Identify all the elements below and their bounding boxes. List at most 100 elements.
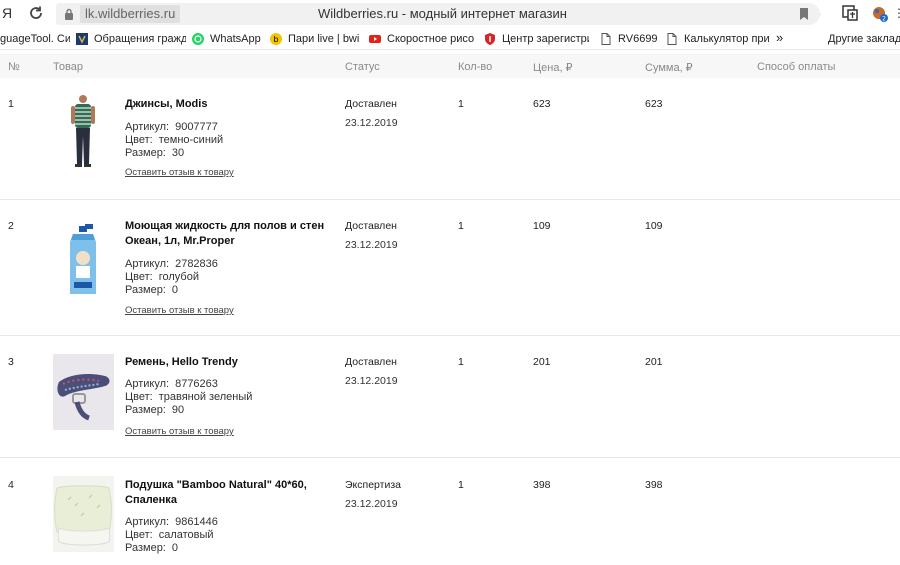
article-label: Артикул:: [125, 378, 170, 390]
order-date: 23.12.2019: [345, 239, 398, 251]
page-icon: [667, 33, 677, 45]
order-date: 23.12.2019: [345, 117, 398, 129]
bookmark-label: WhatsApp: [210, 33, 261, 45]
article-value: 8776263: [175, 378, 218, 390]
bookmark-label: Другие закладк: [828, 33, 900, 45]
menu-more-icon[interactable]: ⋮: [893, 6, 900, 20]
yandex-button[interactable]: Я: [2, 5, 13, 21]
header-num: №: [8, 61, 20, 73]
row-num: 4: [8, 479, 14, 491]
leave-review-link[interactable]: Оставить отзыв к товару: [125, 305, 234, 316]
product-name[interactable]: Ремень, Hello Trendy: [125, 356, 238, 368]
table-row: 2 Моющая жидкость для полов и стен Океан…: [0, 200, 900, 336]
bookmark-label: Калькулятор приб: [684, 33, 770, 45]
product-article: Артикул: 9007777: [125, 121, 218, 134]
product-image-jeans[interactable]: [53, 93, 114, 171]
bookmark-label: Центр зарегистри: [502, 33, 589, 45]
size-label: Размер:: [125, 147, 166, 159]
order-price: 109: [533, 220, 551, 232]
order-date: 23.12.2019: [345, 498, 398, 510]
order-price: 201: [533, 356, 551, 368]
bookmark-label: Пари live | bwin: [288, 33, 360, 45]
url-text[interactable]: lk.wildberries.ru: [80, 5, 181, 23]
order-qty: 1: [458, 479, 464, 491]
order-sum: 109: [645, 220, 663, 232]
youtube-icon: [369, 35, 381, 43]
bookmark-languagetool[interactable]: guageTool. Си: [0, 32, 70, 46]
bookmark-label: »: [776, 30, 784, 44]
svg-text:2: 2: [882, 16, 886, 23]
bookmarks-overflow-button[interactable]: »: [776, 30, 788, 44]
size-value: 0: [171, 284, 178, 296]
color-value: травяной зеленый: [158, 391, 253, 403]
order-date: 23.12.2019: [345, 375, 398, 387]
bookmark-label: Обращения гражд: [94, 33, 186, 45]
article-label: Артикул:: [125, 121, 170, 133]
header-qty: Кол-во: [458, 61, 493, 73]
bookmark-other-folder[interactable]: Другие закладк: [828, 32, 900, 46]
profile-avatar-icon[interactable]: 2: [871, 5, 889, 23]
header-payment: Способ оплаты: [757, 61, 836, 73]
product-size: Размер: 30: [125, 147, 184, 160]
product-color: Цвет: голубой: [125, 271, 199, 284]
header-sum: Сумма, ₽: [645, 62, 693, 74]
row-num: 1: [8, 98, 14, 110]
size-value: 90: [171, 404, 185, 416]
product-size: Размер: 0: [125, 542, 178, 555]
bookmark-bwin[interactable]: b Пари live | bwin: [270, 32, 360, 46]
color-label: Цвет:: [125, 529, 153, 541]
header-status: Статус: [345, 61, 380, 73]
translate-icon[interactable]: [842, 5, 858, 21]
leave-review-link[interactable]: Оставить отзыв к товару: [125, 167, 234, 178]
header-product: Товар: [53, 61, 83, 73]
table-row: 4 Подушка "Bamboo Natural" 40*60, Спален…: [0, 458, 900, 565]
product-name[interactable]: Подушка "Bamboo Natural" 40*60, Спаленка: [125, 479, 307, 506]
article-value: 9007777: [175, 121, 218, 133]
product-image-cleaner[interactable]: [53, 220, 114, 298]
lock-icon[interactable]: [64, 8, 74, 20]
color-value: голубой: [158, 271, 199, 283]
product-article: Артикул: 8776263: [125, 378, 218, 391]
page-icon: [601, 33, 611, 45]
order-sum: 201: [645, 356, 663, 368]
bookmark-icon[interactable]: [799, 8, 809, 20]
product-size: Размер: 0: [125, 284, 178, 297]
shield-icon: [485, 33, 495, 45]
bookmark-calculator[interactable]: Калькулятор приб: [666, 32, 770, 46]
order-status: Доставлен: [345, 98, 397, 110]
bookmark-obrashcheniya[interactable]: Обращения гражд: [76, 32, 186, 46]
bookmark-label: guageTool. Си: [0, 33, 70, 45]
product-image-pillow[interactable]: [53, 476, 114, 552]
size-value: 0: [171, 542, 178, 554]
row-num: 2: [8, 220, 14, 232]
reload-icon[interactable]: [28, 5, 44, 21]
product-article: Артикул: 9861446: [125, 516, 218, 529]
bookmark-rv6699[interactable]: RV6699: [600, 32, 660, 46]
product-image-belt[interactable]: [53, 354, 114, 430]
product-color: Цвет: салатовый: [125, 529, 214, 542]
size-label: Размер:: [125, 542, 166, 554]
header-price: Цена, ₽: [533, 62, 573, 74]
bwin-icon: b: [270, 33, 282, 45]
product-name[interactable]: Джинсы, Modis: [125, 98, 208, 110]
article-label: Артикул:: [125, 516, 170, 528]
svg-text:b: b: [273, 35, 278, 44]
bookmark-center[interactable]: Центр зарегистри: [484, 32, 589, 46]
color-value: темно-синий: [158, 134, 224, 146]
product-color: Цвет: темно-синий: [125, 134, 223, 147]
page-title: Wildberries.ru - модный интернет магазин: [318, 6, 567, 21]
browser-toolbar: Я lk.wildberries.ru Wildberries.ru - мод…: [0, 0, 900, 28]
article-label: Артикул:: [125, 258, 170, 270]
article-value: 9861446: [175, 516, 218, 528]
address-bar[interactable]: lk.wildberries.ru Wildberries.ru - модны…: [56, 3, 820, 25]
bookmarks-bar: guageTool. Си Обращения гражд WhatsApp b…: [0, 28, 900, 50]
bookmark-whatsapp[interactable]: WhatsApp: [192, 32, 262, 46]
order-qty: 1: [458, 220, 464, 232]
color-value: салатовый: [158, 529, 214, 541]
size-label: Размер:: [125, 284, 166, 296]
bookmark-youtube[interactable]: Скоростное рисов: [369, 32, 474, 46]
product-color: Цвет: травяной зеленый: [125, 391, 252, 404]
product-name[interactable]: Моющая жидкость для полов и стен Океан, …: [125, 220, 325, 247]
leave-review-link[interactable]: Оставить отзыв к товару: [125, 426, 234, 437]
color-label: Цвет:: [125, 391, 153, 403]
